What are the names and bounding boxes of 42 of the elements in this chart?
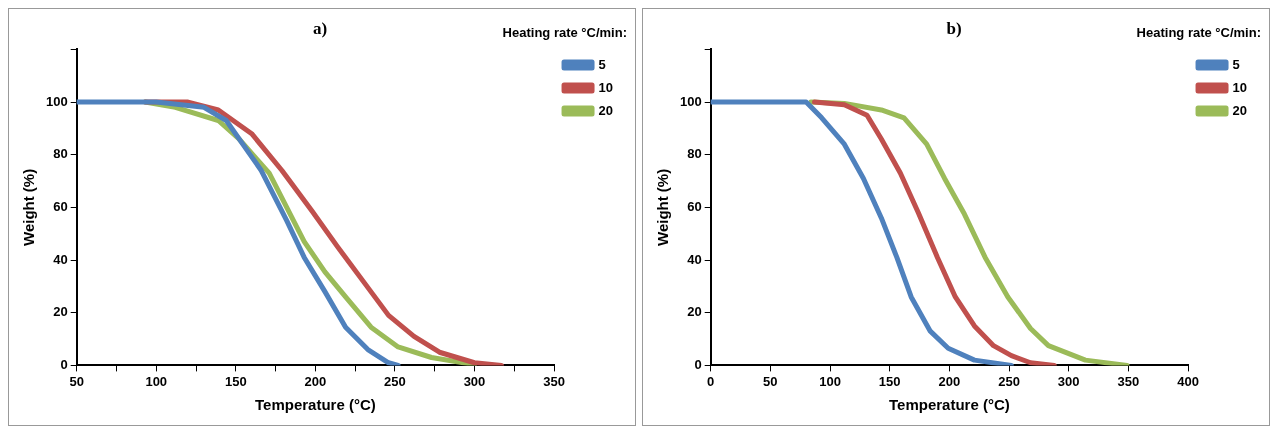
- chart-title: b): [946, 18, 962, 38]
- y-tick-label: 40: [53, 251, 68, 267]
- y-axis-title: Weight (%): [654, 168, 672, 247]
- x-tick-label: 100: [819, 373, 841, 389]
- y-tick-label: 60: [53, 198, 68, 214]
- legend-label: 20: [598, 102, 614, 118]
- y-tick-label: 100: [45, 93, 68, 109]
- legend-title: Heating rate °C/min:: [502, 25, 627, 41]
- y-tick-label: 20: [53, 304, 68, 320]
- x-tick-label: 0: [707, 373, 715, 389]
- legend-label: 5: [598, 56, 606, 72]
- legend-label: 5: [1232, 56, 1240, 72]
- x-tick-label: 350: [1117, 373, 1140, 389]
- y-tick-label: 40: [687, 251, 702, 267]
- x-axis-title: Temperature (°C): [254, 396, 376, 414]
- x-tick-label: 250: [998, 373, 1020, 389]
- chart-title: a): [312, 18, 328, 38]
- y-tick-label: 80: [687, 146, 702, 162]
- y-tick-label: 100: [679, 93, 702, 109]
- y-tick-label: 0: [60, 356, 68, 372]
- y-tick-label: 80: [53, 146, 68, 162]
- legend-title: Heating rate °C/min:: [1136, 25, 1261, 41]
- legend-label: 20: [1232, 102, 1248, 118]
- x-tick-label: 50: [69, 373, 84, 389]
- x-tick-label: 150: [224, 373, 247, 389]
- y-tick-label: 60: [687, 198, 702, 214]
- x-tick-label: 300: [1057, 373, 1080, 389]
- x-tick-label: 150: [878, 373, 901, 389]
- legend-label: 10: [1232, 79, 1248, 95]
- x-axis-title: Temperature (°C): [888, 396, 1010, 414]
- x-tick-label: 200: [304, 373, 327, 389]
- x-tick-label: 250: [384, 373, 406, 389]
- x-tick-label: 100: [145, 373, 168, 389]
- y-tick-label: 20: [687, 304, 702, 320]
- y-axis-title: Weight (%): [20, 168, 38, 247]
- x-tick-label: 350: [543, 373, 565, 389]
- x-tick-label: 50: [763, 373, 778, 389]
- y-tick-label: 0: [694, 356, 702, 372]
- legend-label: 10: [598, 79, 614, 95]
- x-tick-label: 200: [938, 373, 961, 389]
- x-tick-label: 400: [1177, 373, 1199, 389]
- x-tick-label: 300: [463, 373, 486, 389]
